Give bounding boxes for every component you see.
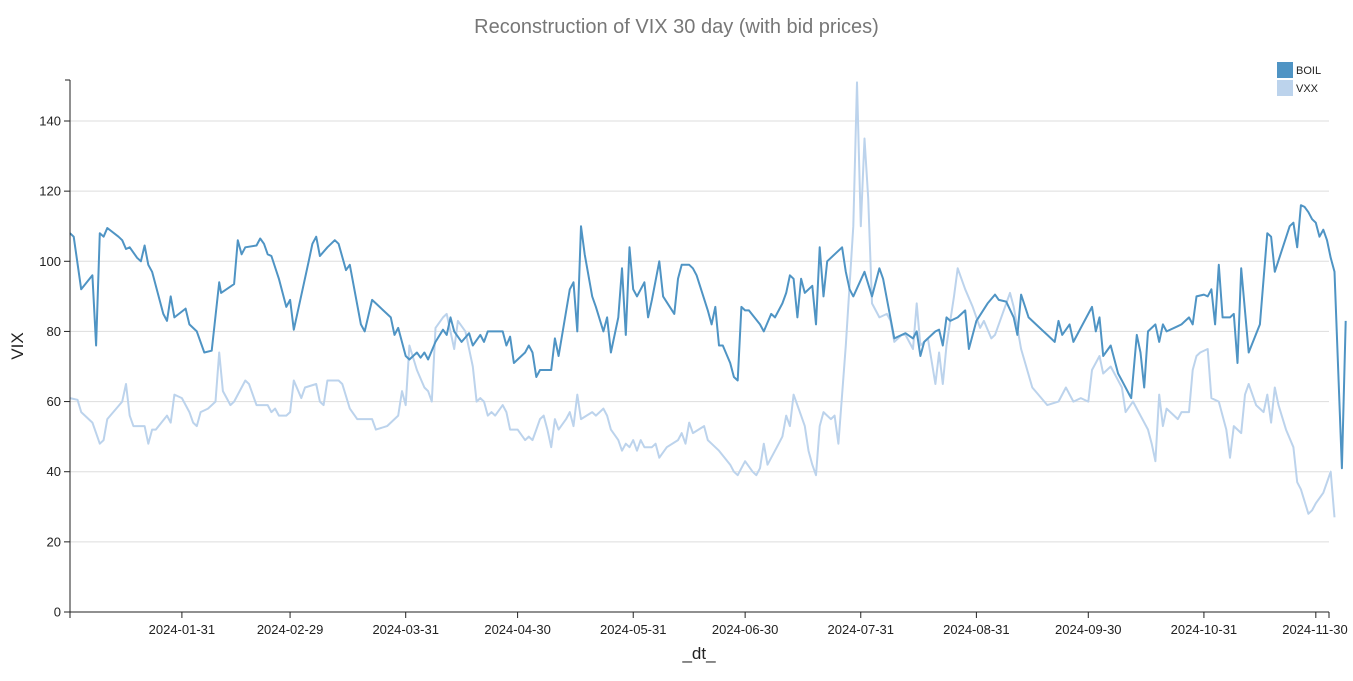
x-tick-label: 2024-05-31: [600, 622, 667, 637]
legend: BOIL VXX: [1277, 62, 1321, 96]
legend-label: BOIL: [1296, 65, 1321, 77]
series-line-vxx: [69, 81, 1336, 518]
series-layer: [69, 81, 1347, 518]
x-tick-label: 2024-04-30: [484, 622, 551, 637]
x-axis: 2024-01-31 2024-02-29 2024-03-31 2024-04-30…: [69, 611, 1348, 637]
legend-item-vxx[interactable]: VXX: [1277, 80, 1319, 96]
y-axis: 0 20 40 60 80 100 120 140: [39, 79, 71, 620]
y-tick-label: 20: [47, 534, 61, 549]
x-axis-label: _dt_: [681, 644, 716, 663]
x-tick-label: 2024-03-31: [372, 622, 439, 637]
x-tick-label: 2024-07-31: [828, 622, 895, 637]
chart-title: Reconstruction of VIX 30 day (with bid p…: [474, 16, 879, 38]
legend-swatch: [1277, 80, 1293, 96]
x-tick-label: 2024-02-29: [257, 622, 324, 637]
y-tick-label: 40: [47, 464, 61, 479]
x-tick-label: 2024-08-31: [943, 622, 1010, 637]
y-tick-label: 80: [47, 324, 61, 339]
legend-swatch: [1277, 62, 1293, 78]
x-tick-label: 2024-09-30: [1055, 622, 1122, 637]
legend-item-boil[interactable]: BOIL: [1277, 62, 1321, 78]
y-tick-label: 60: [47, 394, 61, 409]
x-tick-label: 2024-06-30: [712, 622, 779, 637]
y-tick-label: 140: [39, 114, 61, 129]
legend-label: VXX: [1296, 83, 1319, 95]
y-axis-label: VIX: [8, 332, 27, 359]
series-line-boil: [69, 204, 1347, 470]
x-tick-label: 2024-10-31: [1171, 622, 1238, 637]
x-tick-label: 2024-11-30: [1282, 622, 1348, 637]
y-tick-label: 100: [39, 254, 61, 269]
gridlines: [70, 120, 1329, 543]
x-tick-label: 2024-01-31: [149, 622, 216, 637]
y-tick-label: 120: [39, 184, 61, 199]
y-tick-label: 0: [54, 605, 61, 620]
